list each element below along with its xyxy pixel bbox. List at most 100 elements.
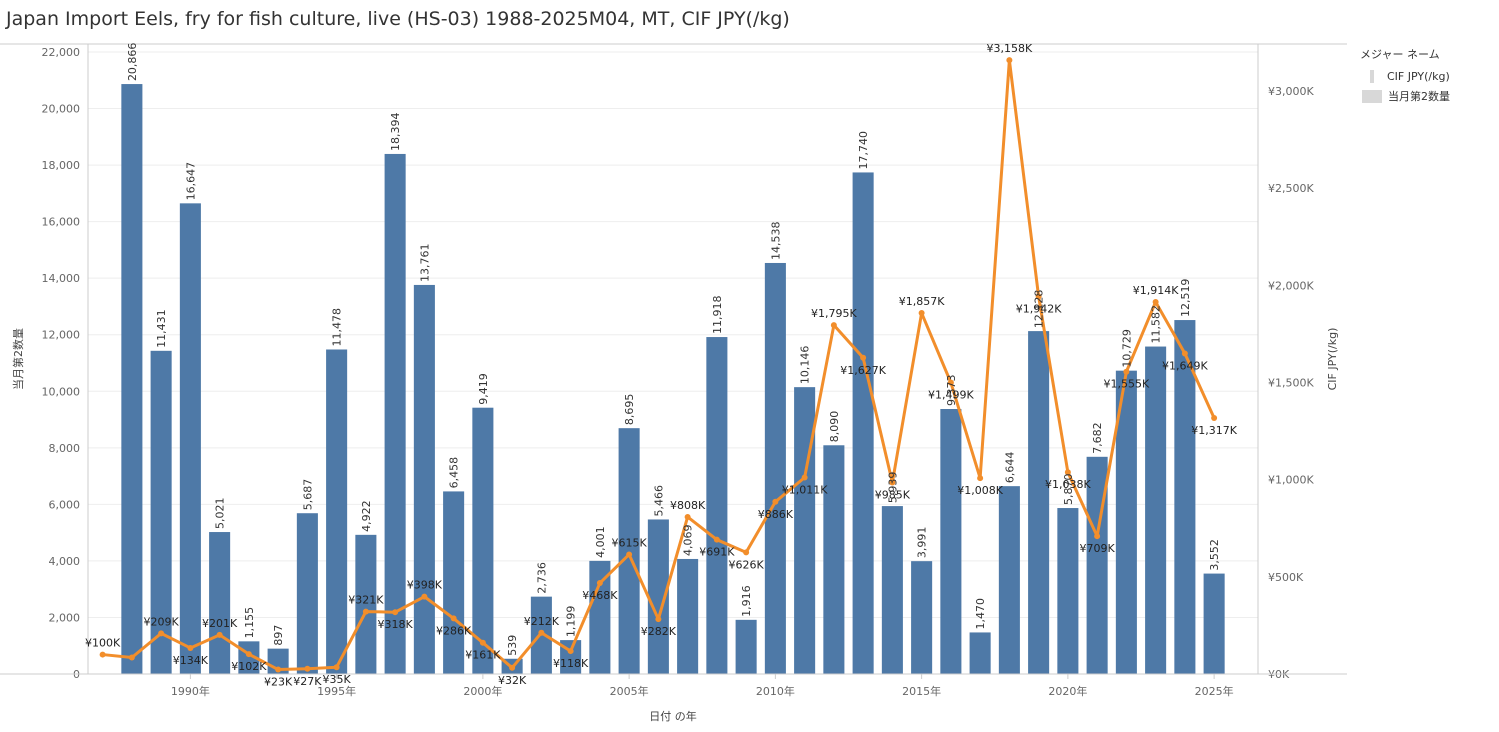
bar-value-label: 897 bbox=[272, 625, 285, 646]
legend-title: メジャー ネーム bbox=[1360, 48, 1440, 61]
y2-tick-label: ¥2,500K bbox=[1268, 182, 1314, 195]
y-tick-label: 6,000 bbox=[49, 498, 81, 511]
bar bbox=[647, 519, 669, 674]
y-tick-label: 10,000 bbox=[42, 385, 81, 398]
bar-value-label: 10,146 bbox=[799, 346, 812, 385]
cif-point bbox=[947, 379, 954, 386]
cif-point bbox=[245, 651, 252, 658]
bar-value-label: 18,394 bbox=[389, 112, 402, 151]
cif-value-label: ¥161K bbox=[465, 649, 501, 662]
bar bbox=[1145, 346, 1167, 674]
bar-value-label: 1,470 bbox=[974, 598, 987, 630]
cif-value-label: ¥1,008K bbox=[957, 484, 1003, 497]
legend-item-cif[interactable]: CIF JPY(/kg) bbox=[1360, 66, 1450, 86]
x-tick-label: 2020年 bbox=[1048, 684, 1087, 698]
bar-value-label: 16,647 bbox=[184, 162, 197, 201]
bar bbox=[969, 632, 991, 674]
cif-value-label: ¥468K bbox=[582, 589, 618, 602]
bar bbox=[677, 558, 699, 674]
cif-point bbox=[626, 551, 633, 558]
cif-value-label: ¥615K bbox=[612, 536, 648, 549]
y-tick-label: 22,000 bbox=[42, 46, 81, 59]
cif-point bbox=[567, 648, 574, 655]
cif-value-label: ¥1,942K bbox=[1016, 303, 1062, 316]
x-tick-label: 1990年 bbox=[171, 684, 210, 698]
cif-point bbox=[655, 616, 662, 623]
bar bbox=[209, 532, 231, 674]
bar-value-label: 8,695 bbox=[623, 394, 636, 426]
bar-value-label: 7,682 bbox=[1091, 422, 1104, 454]
bar bbox=[150, 350, 172, 674]
y-tick-label: 16,000 bbox=[42, 216, 81, 229]
cif-value-label: ¥3,158K bbox=[987, 42, 1033, 55]
cif-value-label: ¥1,795K bbox=[811, 307, 857, 320]
bar bbox=[618, 428, 640, 674]
cif-value-label: ¥282K bbox=[641, 625, 677, 638]
bar-value-label: 5,687 bbox=[301, 479, 314, 511]
cif-value-label: ¥808K bbox=[670, 499, 706, 512]
y-tick-label: 12,000 bbox=[42, 329, 81, 342]
cif-point bbox=[509, 664, 516, 671]
y-tick-label: 4,000 bbox=[49, 555, 81, 568]
cif-point bbox=[1064, 469, 1071, 476]
cif-value-label: ¥27K bbox=[293, 675, 322, 688]
cif-value-label: ¥209K bbox=[144, 615, 180, 628]
bar-value-label: 5,870 bbox=[1062, 474, 1075, 506]
chart-title: Japan Import Eels, fry for fish culture,… bbox=[6, 8, 790, 30]
cif-point bbox=[1211, 415, 1218, 422]
cif-value-label: ¥1,627K bbox=[840, 364, 886, 377]
bar bbox=[940, 408, 962, 674]
cif-point bbox=[889, 479, 896, 486]
cif-point bbox=[772, 498, 779, 505]
bar bbox=[998, 486, 1020, 674]
cif-point bbox=[216, 631, 223, 638]
bar-value-label: 6,458 bbox=[448, 457, 461, 489]
cif-point bbox=[1006, 57, 1013, 64]
cif-value-label: ¥1,649K bbox=[1162, 359, 1208, 372]
bar bbox=[1174, 320, 1196, 674]
x-tick-label: 2025年 bbox=[1195, 684, 1234, 698]
cif-point bbox=[128, 654, 135, 661]
cif-value-label: ¥23K bbox=[264, 676, 293, 689]
bar-value-label: 3,552 bbox=[1208, 539, 1221, 571]
bar-value-label: 12,519 bbox=[1179, 279, 1192, 318]
cif-point bbox=[333, 664, 340, 671]
cif-value-label: ¥321K bbox=[348, 594, 384, 607]
cif-point bbox=[392, 609, 399, 616]
bar bbox=[852, 172, 874, 674]
cif-value-label: ¥886K bbox=[758, 508, 794, 521]
cif-point bbox=[743, 549, 750, 556]
bar-value-label: 2,736 bbox=[535, 562, 548, 594]
cif-point bbox=[99, 651, 106, 658]
bar-value-label: 11,431 bbox=[155, 309, 168, 348]
bar bbox=[881, 506, 903, 674]
bar-value-label: 5,939 bbox=[886, 472, 899, 504]
axes: 02,0004,0006,0008,00010,00012,00014,0001… bbox=[0, 43, 1347, 723]
bar-value-label: 9,373 bbox=[945, 374, 958, 406]
cif-point bbox=[421, 593, 428, 600]
cif-value-label: ¥118K bbox=[553, 657, 589, 670]
cif-point bbox=[1152, 298, 1159, 305]
bar bbox=[472, 407, 494, 674]
bar bbox=[384, 153, 406, 674]
cif-point bbox=[275, 666, 282, 673]
cif-point bbox=[1035, 293, 1042, 300]
bar-value-label: 10,729 bbox=[1120, 329, 1133, 368]
legend-item-quantity[interactable]: 当月第2数量 bbox=[1360, 86, 1450, 106]
bar-value-label: 6,644 bbox=[1003, 452, 1016, 484]
bar-value-label: 4,001 bbox=[594, 526, 607, 558]
bar bbox=[413, 284, 435, 674]
cif-value-label: ¥201K bbox=[202, 617, 238, 630]
cif-point bbox=[830, 322, 837, 329]
bar-value-label: 12,128 bbox=[1033, 290, 1046, 329]
cif-point bbox=[538, 629, 545, 636]
bar-value-label: 1,916 bbox=[740, 585, 753, 617]
bar-value-label: 17,740 bbox=[857, 131, 870, 170]
bar bbox=[1115, 370, 1137, 674]
y2-tick-label: ¥3,000K bbox=[1268, 85, 1314, 98]
cif-value-label: ¥134K bbox=[173, 654, 209, 667]
y2-tick-label: ¥2,000K bbox=[1268, 279, 1314, 292]
data-labels: 20,866 11,431 16,647 5,021 1,155 897 5,687 11,4… bbox=[85, 42, 1238, 688]
bar bbox=[1057, 508, 1079, 674]
